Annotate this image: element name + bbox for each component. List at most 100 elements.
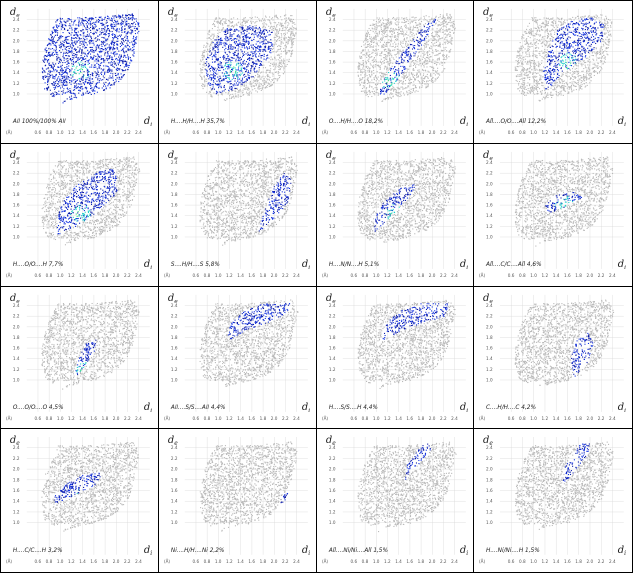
x-tick-label: 1.0	[530, 130, 537, 135]
x-tick-label: 2.4	[451, 273, 458, 278]
fingerprint-plot: 1.0 1.2 1.4 1.6 1.8 2.0 2.2 2.4 0.6 0.8 1.0 1.2 1.4 1…	[6, 435, 152, 564]
y-tick-label: 1.6	[171, 345, 178, 350]
x-tick-label: 1.6	[406, 415, 413, 420]
x-tick-label: 1.8	[102, 415, 109, 420]
y-tick-label: 2.0	[486, 181, 493, 186]
contact-percentage-label: H....O/O....H 7,7%	[13, 262, 63, 268]
x-tick-label: 1.2	[384, 559, 391, 564]
highlight-points	[571, 332, 594, 377]
x-tick-label: 1.6	[406, 273, 413, 278]
y-tick-label: 1.4	[486, 213, 493, 218]
x-tick-label: 2.4	[451, 415, 458, 420]
y-tick-label: 2.2	[13, 170, 20, 175]
y-tick-label: 2.2	[171, 456, 178, 461]
fingerprint-plot: 1.0 1.2 1.4 1.6 1.8 2.0 2.2 2.4 0.6 0.8 1.0 1.2 1.4 1…	[321, 292, 467, 420]
y-tick-label: 2.0	[13, 181, 20, 186]
origin-unit-label: (Å)	[164, 559, 170, 564]
x-tick-label: 0.6	[508, 559, 515, 564]
y-tick-label: 1.8	[486, 334, 493, 339]
y-axis-symbol: de	[168, 292, 178, 304]
y-tick-label: 1.0	[328, 377, 335, 382]
highlight-points	[543, 17, 605, 90]
y-tick-label: 2.2	[171, 170, 178, 175]
y-tick-label: 2.2	[486, 313, 493, 318]
x-tick-label: 2.2	[282, 559, 289, 564]
background-points	[41, 156, 141, 246]
fingerprint-panel: 1.0 1.2 1.4 1.6 1.8 2.0 2.2 2.4 0.6 0.8 1.0 1.2 1.4 1…	[316, 286, 475, 430]
fingerprint-panel: 1.0 1.2 1.4 1.6 1.8 2.0 2.2 2.4 0.6 0.8 1.0 1.2 1.4 1…	[316, 1, 475, 144]
x-tick-label: 1.6	[406, 130, 413, 135]
x-tick-label: 1.4	[79, 559, 86, 564]
x-tick-label: 2.0	[271, 415, 278, 420]
y-axis-symbol: de	[168, 435, 178, 447]
x-tick-label: 1.2	[68, 130, 75, 135]
x-tick-label: 2.4	[293, 130, 300, 135]
x-tick-label: 0.8	[519, 415, 526, 420]
y-tick-label: 2.0	[13, 324, 20, 329]
x-tick-label: 2.2	[124, 415, 131, 420]
y-tick-label: 1.6	[328, 202, 335, 207]
background-points	[199, 441, 298, 532]
x-tick-label: 2.2	[598, 273, 605, 278]
fingerprint-plot: 1.0 1.2 1.4 1.6 1.8 2.0 2.2 2.4 0.6 0.8 1.0 1.2 1.4 1…	[164, 435, 310, 564]
x-tick-label: 2.0	[428, 130, 435, 135]
x-tick-label: 2.2	[439, 273, 446, 278]
x-axis-symbol: di	[302, 116, 310, 128]
x-tick-label: 2.0	[271, 273, 278, 278]
x-tick-label: 1.6	[248, 273, 255, 278]
contact-percentage-label: All....Ni/Ni....All 1,5%	[327, 548, 387, 554]
x-tick-label: 1.0	[530, 273, 537, 278]
fingerprint-panel: 1.0 1.2 1.4 1.6 1.8 2.0 2.2 2.4 0.6 0.8 1.0 1.2 1.4 1…	[158, 143, 317, 287]
y-tick-label: 1.0	[171, 234, 178, 239]
y-tick-label: 1.4	[171, 70, 178, 75]
x-tick-label: 2.0	[113, 273, 120, 278]
y-tick-label: 2.4	[171, 445, 178, 450]
x-axis-symbol: di	[618, 545, 626, 557]
x-tick-label: 1.2	[542, 130, 549, 135]
x-tick-label: 0.6	[350, 273, 357, 278]
contact-percentage-label: H....N/N....H 5,1%	[328, 262, 378, 268]
highlight-points	[75, 339, 97, 375]
x-tick-label: 1.2	[226, 273, 233, 278]
y-tick-label: 1.6	[328, 60, 335, 65]
highlight-points	[258, 172, 292, 232]
y-tick-label: 1.6	[486, 345, 493, 350]
y-tick-label: 1.8	[486, 192, 493, 197]
y-tick-label: 2.2	[171, 313, 178, 318]
y-axis-symbol: de	[168, 150, 178, 162]
x-tick-label: 0.8	[361, 559, 368, 564]
y-tick-label: 1.2	[171, 224, 178, 229]
x-tick-label: 0.6	[350, 559, 357, 564]
y-tick-label: 1.8	[328, 478, 335, 483]
y-tick-label: 1.6	[486, 60, 493, 65]
x-tick-label: 2.0	[113, 130, 120, 135]
x-axis-symbol: di	[302, 259, 310, 271]
y-tick-label: 2.4	[328, 160, 335, 165]
background-points	[41, 442, 139, 532]
x-tick-label: 1.8	[102, 130, 109, 135]
y-tick-label: 1.0	[171, 377, 178, 382]
y-tick-label: 1.2	[486, 81, 493, 86]
y-axis-symbol: de	[325, 7, 335, 19]
y-tick-label: 1.8	[13, 478, 20, 483]
x-tick-label: 2.4	[293, 273, 300, 278]
x-tick-label: 1.2	[226, 559, 233, 564]
x-tick-label: 1.6	[248, 130, 255, 135]
x-tick-label: 0.6	[35, 415, 42, 420]
x-tick-label: 2.4	[293, 559, 300, 564]
highlight-points	[373, 184, 415, 232]
background-points	[514, 299, 615, 386]
x-tick-label: 2.4	[293, 415, 300, 420]
background-points	[514, 14, 613, 102]
x-tick-label: 2.4	[135, 415, 142, 420]
x-tick-label: 0.6	[192, 130, 199, 135]
origin-unit-label: (Å)	[321, 130, 327, 135]
y-tick-label: 1.2	[171, 510, 178, 515]
x-tick-label: 2.2	[124, 130, 131, 135]
x-tick-label: 0.8	[46, 273, 53, 278]
x-tick-label: 1.4	[553, 415, 560, 420]
contact-percentage-label: H....S/S....H 4,4%	[328, 404, 377, 410]
background-points	[199, 298, 299, 387]
x-tick-label: 1.0	[372, 130, 379, 135]
